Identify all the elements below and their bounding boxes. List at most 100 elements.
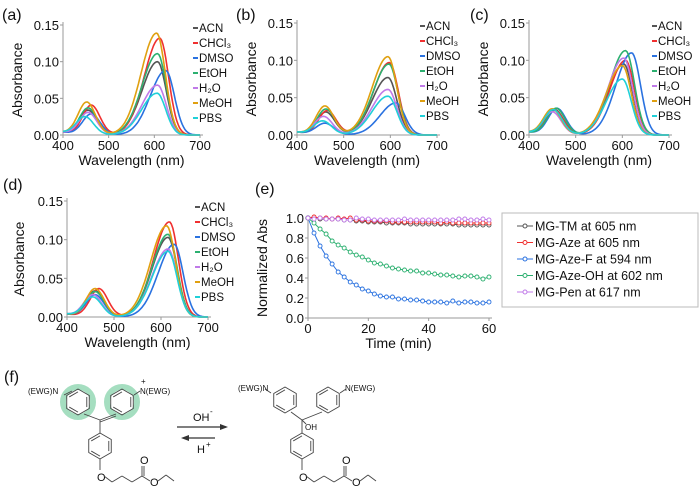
data-point: [377, 261, 383, 267]
forward-reagent: OH: [193, 412, 210, 424]
backward-reagent: H: [197, 444, 205, 456]
bond: [301, 419, 307, 425]
data-point: [371, 291, 377, 297]
y-tick-label: 0.05: [268, 91, 293, 106]
data-point: [353, 215, 359, 221]
plot-area: [62, 32, 201, 136]
data-point: [462, 299, 468, 305]
series-mg-aze-f-at-594-nm: [305, 215, 492, 306]
x-tick-label: 600: [379, 138, 401, 153]
spectrum-etoh: [296, 63, 437, 136]
legend-label: H₂O: [199, 83, 221, 95]
x-axis-label: Wavelength (nm): [78, 152, 184, 168]
legend-marker: [522, 289, 528, 295]
x-tick-label: 500: [98, 138, 120, 153]
data-point: [329, 238, 335, 244]
data-point: [353, 252, 359, 258]
legend-label: PBS: [201, 292, 224, 304]
legend-label: ACN: [201, 202, 225, 214]
y-tick-label: 0.8: [286, 231, 304, 246]
legend: ACN CHCl₃ DMSO EtOH H₂O MeOH PBS: [193, 23, 234, 125]
double-bond: [90, 435, 101, 442]
bond: [157, 474, 167, 482]
data-point: [420, 298, 426, 304]
data-point: [335, 242, 341, 248]
y-tick-label: 0.10: [268, 53, 293, 68]
y-tick-label: 0.10: [500, 53, 525, 68]
molecule-right-carbinol: OH(EWG)N N(EWG)OOO: [238, 384, 377, 489]
data-point: [468, 273, 474, 279]
molecule-left-cation: (EWG)N N(EWG)+OOO: [28, 377, 175, 489]
data-point: [456, 216, 462, 222]
legend-label: MeOH: [426, 96, 459, 108]
x-tick-label: 700: [658, 138, 680, 153]
data-point: [383, 217, 389, 223]
legend-label: DMSO: [658, 51, 693, 63]
data-point: [438, 217, 444, 223]
bond: [313, 475, 325, 483]
x-tick-label: 600: [143, 138, 165, 153]
conjugation-highlight: [60, 384, 96, 420]
legend-label: MG-TM at 605 nm: [535, 220, 636, 234]
data-point: [359, 254, 365, 260]
legend-label: H₂O: [658, 81, 680, 93]
legend-label: DMSO: [199, 53, 234, 65]
panel-label: (a): [2, 7, 22, 24]
x-tick-label: 500: [333, 138, 355, 153]
legend-marker: [522, 256, 528, 262]
legend: ACN CHCl₃ DMSO EtOH H₂O MeOH PBS: [420, 21, 461, 123]
bond: [264, 388, 272, 394]
data-point: [402, 296, 407, 302]
data-point: [323, 231, 329, 237]
data-point: [408, 217, 414, 223]
spectrum-pbs: [528, 78, 669, 136]
data-point: [444, 272, 450, 278]
conjugation-highlight: [104, 384, 140, 420]
bond: [367, 474, 377, 482]
bond: [83, 413, 101, 421]
y-tick-label: 0.00: [34, 128, 59, 143]
data-point: [311, 220, 317, 226]
legend-marker: [522, 240, 528, 245]
y-axis-label: Normalized Abs: [254, 219, 270, 317]
data-point: [396, 296, 401, 302]
chart-panel-a: (a) 400 500 600 700 0.00 0.05 0.10 0.15 Wavelengt…: [2, 7, 234, 168]
x-tick-label: 0: [304, 321, 311, 336]
panel-label: (b): [236, 7, 256, 24]
data-point: [371, 217, 377, 223]
y-axis-label: Absorbance: [243, 41, 259, 116]
data-point: [456, 220, 462, 226]
legend-label: CHCl₃: [199, 38, 231, 50]
data-point: [383, 294, 389, 300]
data-point: [438, 272, 444, 278]
y-tick-label: 0.05: [34, 91, 59, 106]
legend: ACN CHCl₃ DMSO EtOH H₂O MeOH PBS: [195, 202, 236, 304]
data-point: [486, 299, 492, 305]
oxygen-atom: O: [299, 472, 308, 484]
y-tick-label: 0.05: [500, 91, 525, 106]
spectrum-etoh: [529, 49, 669, 136]
data-point: [377, 293, 383, 299]
data-point: [474, 300, 480, 306]
data-point: [341, 217, 347, 223]
legend-label: CHCl₃: [658, 36, 690, 48]
data-point: [347, 249, 353, 255]
data-point: [420, 270, 426, 276]
chart-panel-c: (c) 400 500 600 700 0.00 0.05 0.10 0.15 Wavelengt…: [470, 7, 693, 168]
data-point: [329, 216, 335, 222]
data-point: [408, 268, 414, 274]
spectrum-chcl: [296, 61, 437, 136]
data-point: [426, 217, 432, 223]
legend-box: [501, 212, 699, 308]
forward-reagent-charge: -: [210, 407, 213, 416]
double-bond: [275, 404, 286, 411]
series-line: [307, 217, 490, 304]
spectrum-pbs: [66, 250, 208, 318]
benzene-ring: [316, 386, 340, 414]
legend-label: PBS: [658, 111, 681, 123]
data-point: [317, 215, 323, 221]
data-point: [414, 217, 420, 223]
y-tick-label: 0.15: [38, 194, 63, 209]
data-point: [390, 265, 395, 271]
